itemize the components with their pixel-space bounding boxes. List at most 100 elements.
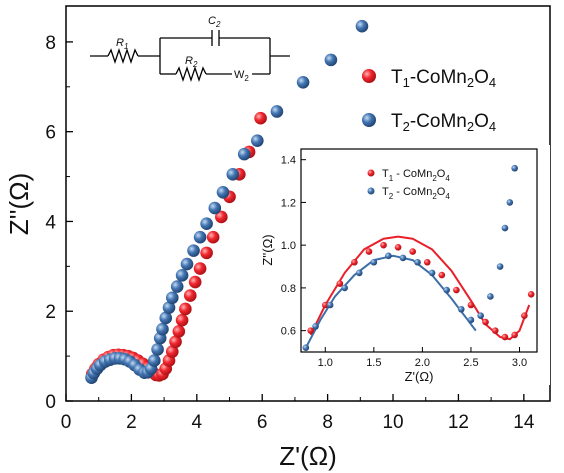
main-legend-marker-2 xyxy=(362,113,376,127)
main-point xyxy=(165,291,179,305)
main-point xyxy=(165,345,179,358)
circuit-r2-label: R2 xyxy=(185,55,198,69)
inset-point xyxy=(457,305,465,313)
inset-point xyxy=(438,271,446,279)
inset-x-tick-label: 3.0 xyxy=(512,357,527,369)
inset-point xyxy=(482,318,489,326)
main-point xyxy=(193,230,207,244)
main-y-tick-label: 2 xyxy=(45,302,56,323)
main-axis-ticks: 0 2 4 6 8 10 12 14 0 2 4 6 8 xyxy=(45,33,534,433)
inset-point xyxy=(394,243,402,251)
main-x-tick-label: 4 xyxy=(192,412,203,433)
inset-legend-marker-1 xyxy=(367,169,375,177)
inset-axis-ticks: 1.0 1.5 2.0 2.5 3.0 0.6 0.8 1.0 1.2 1.4 xyxy=(281,155,527,369)
main-point xyxy=(200,217,213,230)
main-point xyxy=(200,246,213,260)
inset-plot-frame xyxy=(300,148,538,353)
main-point xyxy=(180,257,194,271)
main-x-tick-label: 2 xyxy=(126,412,137,433)
main-x-tick-label: 6 xyxy=(257,412,268,433)
main-x-tick-label: 12 xyxy=(448,412,469,433)
main-point xyxy=(162,301,176,314)
main-point xyxy=(226,168,240,181)
inset-legend-label-1: T1 - CoMn2O4 xyxy=(382,168,450,183)
equivalent-circuit xyxy=(90,30,290,83)
inset-point xyxy=(467,316,475,324)
main-point xyxy=(187,244,200,257)
inset-x-tick-label: 2.0 xyxy=(415,357,430,369)
main-point xyxy=(169,335,182,349)
main-point xyxy=(159,311,173,325)
inset-x-tick-label: 1.5 xyxy=(366,357,381,369)
inset-point xyxy=(496,263,504,270)
inset-y-axis-label: Z''(Ω) xyxy=(260,234,275,265)
inset-legend-label-2: T2 - CoMn2O4 xyxy=(382,186,450,201)
main-point xyxy=(170,280,184,293)
circuit-r1-label: R1 xyxy=(116,37,128,51)
main-x-tick-label: 0 xyxy=(61,412,72,433)
inset-point xyxy=(370,258,378,266)
main-x-tick-label: 10 xyxy=(382,412,403,433)
main-x-axis-label: Z'(Ω) xyxy=(279,441,337,471)
main-point xyxy=(324,53,338,67)
inset-point xyxy=(428,269,436,277)
main-point xyxy=(172,325,186,338)
main-legend-marker-1 xyxy=(362,69,376,83)
main-point xyxy=(175,313,189,327)
main-point xyxy=(156,322,169,336)
main-point xyxy=(183,289,197,302)
main-x-tick-label: 8 xyxy=(322,412,333,433)
inset-point xyxy=(501,224,509,232)
main-point xyxy=(147,354,161,367)
main-series-2 xyxy=(85,19,369,384)
inset-point xyxy=(380,241,387,249)
inset-point xyxy=(521,312,528,319)
inset-point xyxy=(477,312,484,319)
inset-point xyxy=(365,248,373,255)
main-point xyxy=(355,19,369,33)
inset-point xyxy=(307,327,315,334)
main-y-axis-label: Z''(Ω) xyxy=(4,173,34,236)
main-y-tick-label: 4 xyxy=(45,212,56,233)
main-y-tick-label: 0 xyxy=(45,392,56,413)
inset-point xyxy=(491,327,499,334)
inset-legend: T1 - CoMn2O4 T2 - CoMn2O4 xyxy=(367,168,450,201)
inset-point xyxy=(321,301,329,309)
main-point xyxy=(208,201,222,215)
inset-series-2 xyxy=(302,164,518,352)
inset-point xyxy=(351,258,358,266)
main-plot-points xyxy=(85,19,369,384)
inset-point xyxy=(414,258,421,266)
inset-y-tick-label: 1.2 xyxy=(281,197,296,209)
main-legend-label-2: T2-CoMn2O4 xyxy=(391,111,496,134)
main-point xyxy=(237,147,251,161)
main-point xyxy=(216,185,230,199)
inset-x-tick-label: 2.5 xyxy=(463,357,478,369)
inset-plot-points xyxy=(302,164,535,352)
main-y-tick-label: 6 xyxy=(45,123,56,144)
inset-series-1 xyxy=(307,241,535,341)
inset-point xyxy=(326,301,334,309)
inset-y-tick-label: 0.8 xyxy=(281,283,296,295)
inset-point xyxy=(409,248,416,255)
main-point xyxy=(151,343,164,356)
inset-point xyxy=(453,286,460,294)
inset-legend-marker-2 xyxy=(367,187,375,195)
inset-point xyxy=(302,344,310,352)
inset-point xyxy=(501,333,509,341)
main-point xyxy=(179,302,192,316)
main-legend: T1-CoMn2O4 T2-CoMn2O4 xyxy=(362,67,496,134)
inset-point xyxy=(399,254,407,262)
main-point xyxy=(193,262,207,275)
main-point xyxy=(175,269,189,282)
inset-point xyxy=(511,164,518,172)
inset-point xyxy=(443,286,450,294)
inset-y-tick-label: 1.0 xyxy=(281,240,296,252)
main-point xyxy=(296,76,310,89)
inset-point xyxy=(506,199,514,206)
inset-point xyxy=(385,252,392,260)
inset-point xyxy=(312,323,319,330)
main-x-tick-label: 14 xyxy=(513,412,535,433)
main-point xyxy=(254,111,267,125)
inset-y-tick-label: 1.4 xyxy=(281,155,296,167)
